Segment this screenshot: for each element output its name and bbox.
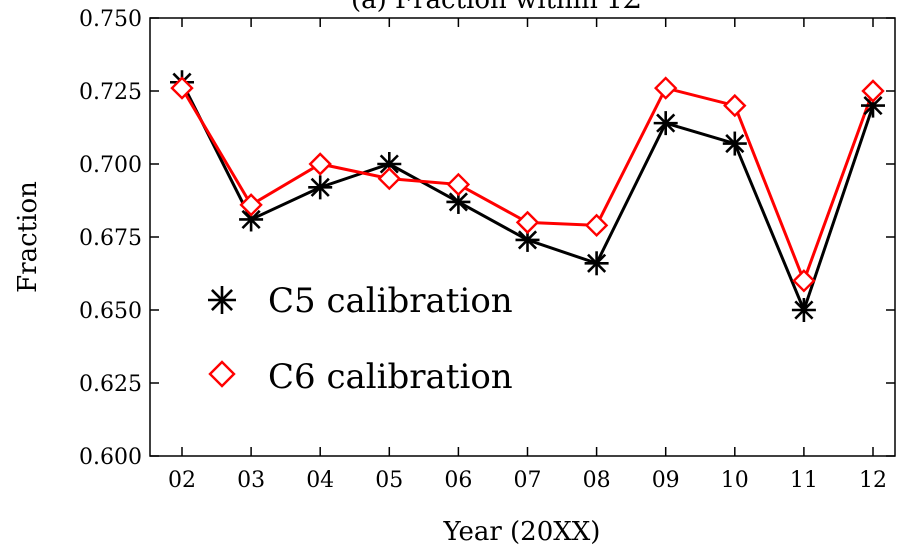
legend-entry-c5: C5 calibration xyxy=(208,281,513,321)
x-tick-label: 06 xyxy=(444,468,472,493)
x-tick-label: 02 xyxy=(168,468,196,493)
data-point-c6 xyxy=(792,269,816,293)
x-tick-label: 12 xyxy=(859,468,887,493)
data-point-c6 xyxy=(584,213,609,238)
legend-marker-asterisk-icon xyxy=(208,286,236,314)
data-point-c5 xyxy=(446,189,471,214)
x-tick-label: 03 xyxy=(237,468,265,493)
legend: C5 calibration C6 calibration xyxy=(208,281,513,397)
y-tick-label: 0.600 xyxy=(79,445,142,470)
data-point-c5 xyxy=(584,251,609,276)
legend-label-c6: C6 calibration xyxy=(268,357,513,397)
y-tick-label: 0.650 xyxy=(79,299,142,324)
y-tick-label: 0.700 xyxy=(79,153,142,178)
x-tick-label: 08 xyxy=(583,468,611,493)
legend-diamond-mark xyxy=(208,360,236,388)
plot-frame xyxy=(149,17,896,457)
data-point-c6 xyxy=(723,93,747,118)
legend-marker-diamond-icon xyxy=(208,360,236,388)
x-axis-title: Year (20XX) xyxy=(443,517,601,547)
data-point-c6 xyxy=(515,210,540,235)
legend-label-c5: C5 calibration xyxy=(268,281,513,321)
x-tick-label: 10 xyxy=(721,468,749,493)
data-point-c6 xyxy=(654,76,678,100)
legend-entry-c6: C6 calibration xyxy=(208,357,513,397)
data-point-c6 xyxy=(239,193,263,217)
data-point-c6 xyxy=(170,76,194,100)
data-point-c5 xyxy=(653,111,678,136)
data-point-c5 xyxy=(791,298,816,322)
y-tick-label: 0.725 xyxy=(79,80,142,105)
chart-title: (a) Fraction within 1Σ xyxy=(351,0,641,15)
y-axis-title: Fraction xyxy=(13,181,43,293)
x-tick-label: 04 xyxy=(306,468,334,493)
data-point-c6 xyxy=(861,79,885,103)
y-tick-label: 0.625 xyxy=(79,372,142,397)
data-point-c5 xyxy=(308,175,333,200)
x-tick-label: 05 xyxy=(375,468,403,493)
data-point-c6 xyxy=(377,166,401,191)
data-point-c6 xyxy=(308,152,332,176)
x-tick-label: 07 xyxy=(514,468,542,493)
x-tick-label: 09 xyxy=(652,468,680,493)
y-tick-label: 0.750 xyxy=(79,7,142,32)
data-point-c5 xyxy=(722,131,747,156)
x-tick-label: 11 xyxy=(790,468,818,493)
y-tick-label: 0.675 xyxy=(79,226,142,251)
legend-asterisk-mark xyxy=(208,286,236,314)
data-point-c6 xyxy=(446,172,471,197)
plot-area: 0.600 0.625 0.650 0.675 0.700 0.725 0.750 02 03 0… xyxy=(79,7,895,493)
